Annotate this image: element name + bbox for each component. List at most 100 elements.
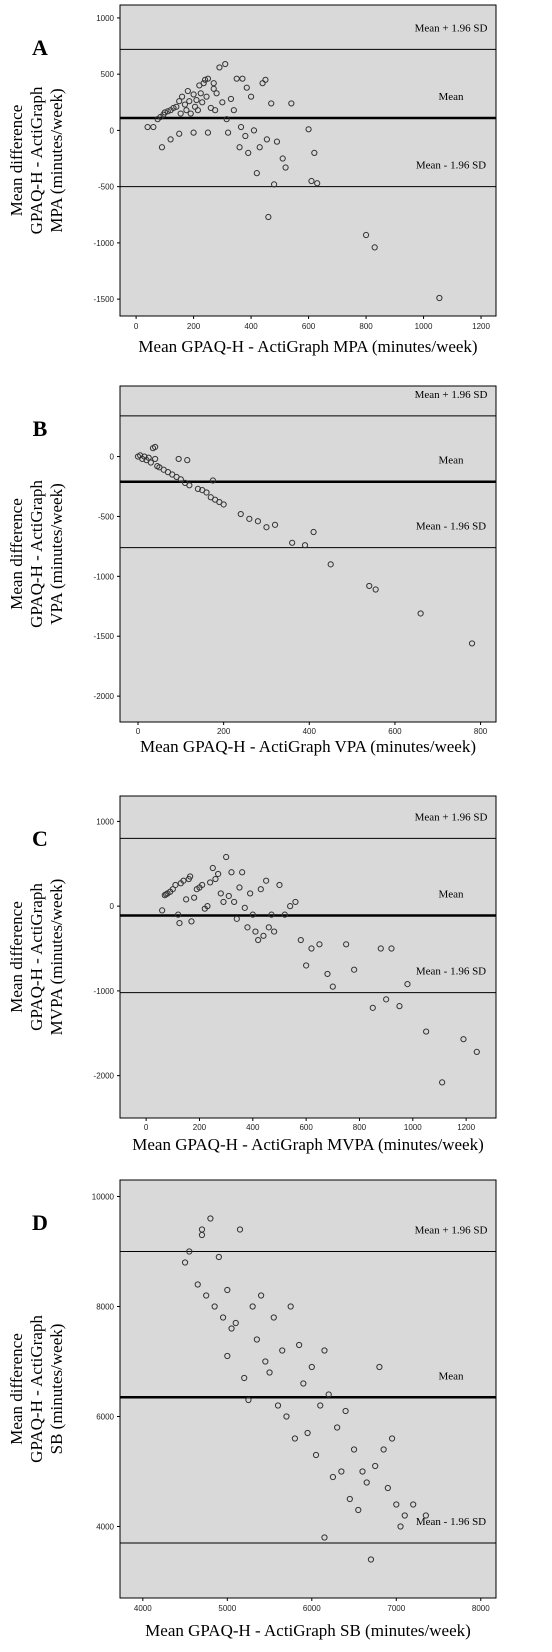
data-point <box>241 904 248 911</box>
x-tick-label: 4000 <box>134 1604 152 1613</box>
data-point <box>327 561 334 568</box>
data-point <box>301 542 309 549</box>
y-tick-label: -1000 <box>94 239 115 248</box>
data-point <box>237 510 244 518</box>
data-point <box>176 920 183 927</box>
data-point <box>249 911 256 918</box>
data-point <box>215 1253 222 1261</box>
data-point <box>194 1281 201 1288</box>
data-point <box>371 244 378 251</box>
data-point <box>350 1446 358 1453</box>
data-point <box>308 945 315 952</box>
x-tick-label: 600 <box>302 322 316 331</box>
data-point <box>377 945 384 952</box>
data-point <box>292 898 299 906</box>
data-point <box>236 1226 244 1233</box>
data-point <box>288 100 295 107</box>
data-point <box>210 80 217 87</box>
x-tick-label: 8000 <box>472 1604 490 1613</box>
data-point <box>308 177 315 185</box>
y-axis-title: Mean difference <box>7 901 26 1013</box>
data-point <box>304 1429 311 1437</box>
data-point <box>324 970 331 978</box>
data-point <box>271 928 278 935</box>
data-point <box>243 84 250 91</box>
data-point <box>311 149 318 157</box>
data-point <box>236 884 243 891</box>
y-tick-label: -500 <box>98 183 115 192</box>
data-point <box>268 100 275 107</box>
data-point <box>197 90 204 97</box>
x-tick-label: 800 <box>353 1123 367 1132</box>
reference-label: Mean <box>438 91 464 103</box>
data-point <box>199 99 206 106</box>
y-tick-label: 1000 <box>96 14 114 23</box>
x-tick-label: 400 <box>246 1123 260 1132</box>
data-point <box>263 524 270 531</box>
plot-area <box>119 385 497 723</box>
data-point <box>397 1523 404 1530</box>
reference-label: Mean + 1.96 SD <box>415 811 488 823</box>
data-point <box>170 104 177 112</box>
data-point <box>213 90 220 97</box>
data-point <box>244 924 251 931</box>
data-point <box>172 881 179 889</box>
x-tick-label: 600 <box>388 727 402 736</box>
data-point <box>209 864 216 872</box>
y-axis-title: GPAQ-H - ActiGraph <box>27 480 46 628</box>
y-axis-title: GPAQ-H - ActiGraph <box>27 86 46 234</box>
data-point <box>303 962 310 969</box>
y-tick-label: -1500 <box>94 295 115 304</box>
x-tick-label: 400 <box>244 322 258 331</box>
y-tick-label: -500 <box>98 512 115 521</box>
data-point <box>212 107 219 114</box>
data-point <box>167 136 174 143</box>
x-tick-label: 1000 <box>415 322 433 331</box>
data-point <box>256 144 263 151</box>
y-axis-title: Mean difference <box>7 1333 26 1445</box>
data-point <box>173 103 180 110</box>
data-point <box>147 459 154 466</box>
data-point <box>250 127 258 134</box>
x-tick-label: 400 <box>303 727 317 736</box>
data-point <box>180 877 187 884</box>
data-point <box>312 1451 320 1459</box>
y-axis-title: VPA (minutes/week) <box>47 483 66 625</box>
data-point <box>181 1259 189 1266</box>
x-tick-label: 600 <box>299 1123 313 1132</box>
data-point <box>175 911 182 918</box>
x-tick-label: 200 <box>217 727 231 736</box>
data-point <box>372 586 379 593</box>
data-point <box>317 1402 324 1409</box>
data-point <box>203 1292 210 1299</box>
data-point <box>329 1473 337 1481</box>
data-point <box>388 945 395 952</box>
reference-label: Mean - 1.96 SD <box>416 521 486 533</box>
data-point <box>282 164 289 171</box>
data-point <box>241 1374 248 1382</box>
data-point <box>460 1036 467 1043</box>
y-tick-label: 6000 <box>96 1413 114 1422</box>
x-tick-label: 5000 <box>218 1604 236 1613</box>
data-point <box>270 181 278 188</box>
data-point <box>388 1435 396 1442</box>
data-point <box>257 886 264 893</box>
y-tick-label: 0 <box>110 453 115 462</box>
data-point <box>187 110 194 117</box>
data-point <box>254 518 261 525</box>
data-point <box>314 180 321 187</box>
data-point <box>177 110 184 117</box>
data-point <box>343 941 350 948</box>
data-point <box>224 129 232 136</box>
data-point <box>204 903 211 910</box>
y-tick-label: 0 <box>110 126 115 135</box>
panel-label: C <box>32 826 48 851</box>
data-point <box>369 1004 376 1011</box>
data-point <box>223 116 230 123</box>
data-point <box>410 1501 417 1508</box>
data-point <box>203 93 210 100</box>
data-point <box>372 1462 379 1470</box>
data-point <box>191 894 198 901</box>
data-point <box>228 869 235 876</box>
x-tick-label: 0 <box>134 322 139 331</box>
